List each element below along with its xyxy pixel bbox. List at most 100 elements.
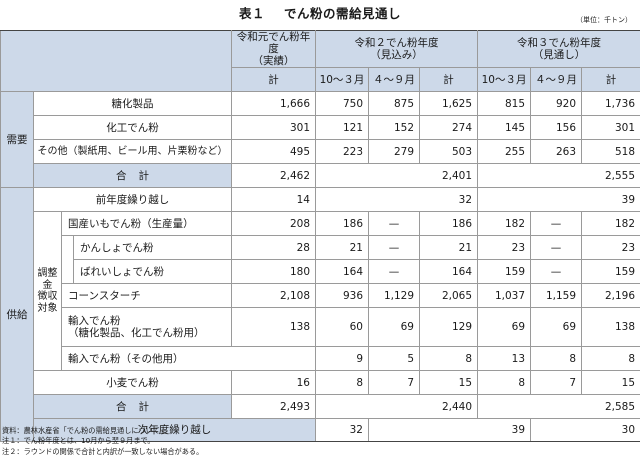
- cell: 5: [368, 346, 420, 372]
- row-label-next-carry: 次年度繰り越し: [33, 418, 316, 443]
- cell: 186: [315, 211, 369, 237]
- cell: 182: [477, 211, 532, 237]
- cell: 1,159: [530, 283, 583, 309]
- row-label-demand-total: 合計: [33, 163, 232, 189]
- row-label-supply-total: 合計: [33, 394, 232, 420]
- cell: 8: [315, 370, 369, 396]
- header-corner: [0, 29, 232, 93]
- cell: 301: [231, 115, 316, 141]
- cell: —: [530, 211, 583, 237]
- cell: 7: [530, 370, 583, 396]
- cell: 920: [530, 91, 583, 117]
- cell: 145: [477, 115, 532, 141]
- cell: 156: [530, 115, 583, 141]
- cell: 208: [231, 211, 316, 237]
- cell: 1,736: [581, 91, 640, 117]
- section-chousei: 調整金 徴収 対象: [33, 211, 62, 372]
- cell: 279: [368, 139, 420, 165]
- cell: 7: [368, 370, 420, 396]
- row-label-kako: 化工でん粉: [33, 115, 232, 141]
- cell: 159: [581, 259, 640, 285]
- header-reiwa1: 令和元でん粉年度 （実績）: [231, 29, 316, 69]
- header-r3-h1: 10～３月: [477, 67, 532, 93]
- cell: 69: [530, 307, 583, 348]
- cell: 39: [477, 187, 640, 213]
- cell: 1,666: [231, 91, 316, 117]
- table-title: 表１ でん粉の需給見通し: [0, 3, 640, 22]
- row-label-domestic: 国産いもでん粉（生産量）: [61, 211, 232, 237]
- cell: 164: [418, 259, 479, 285]
- cell: 274: [418, 115, 479, 141]
- header-r3-total: 計: [581, 67, 640, 93]
- cell: 255: [477, 139, 532, 165]
- unit-label: （単位：千トン）: [576, 16, 632, 24]
- cell: 180: [231, 259, 316, 285]
- header-r3-h2: ４～９月: [530, 67, 583, 93]
- cell: 2,493: [231, 394, 316, 420]
- table-title-text: でん粉の需給見通し: [284, 6, 402, 21]
- row-label-kansho: かんしょでん粉: [73, 235, 232, 261]
- header-r2-h2: ４～９月: [368, 67, 420, 93]
- header-reiwa3: 令和３でん粉年度 （見通し）: [477, 29, 640, 69]
- footnotes: 資料：農林水産省「でん粉の需給見通しについて」 注１：でん粉年度とは、10月から…: [2, 426, 203, 457]
- cell: 182: [581, 211, 640, 237]
- cell: 503: [418, 139, 479, 165]
- cell: 936: [315, 283, 369, 309]
- cell: 138: [581, 307, 640, 348]
- cell: 2,108: [231, 283, 316, 309]
- row-label-bareisho: ばれいしょでん粉: [73, 259, 232, 285]
- row-label-toka: 糖化製品: [33, 91, 232, 117]
- row-label-import-toka: 輸入でん粉 （糖化製品、化工でん粉用）: [61, 307, 232, 348]
- cell: 186: [418, 211, 479, 237]
- cell: —: [368, 259, 420, 285]
- cell: 495: [231, 139, 316, 165]
- row-label-wheat: 小麦でん粉: [33, 370, 232, 396]
- cell: 32: [315, 418, 369, 443]
- cell: 60: [315, 307, 369, 348]
- cell: 9: [315, 346, 369, 372]
- cell: 8: [477, 370, 532, 396]
- header-reiwa2: 令和２でん粉年度 （見込み）: [314, 29, 479, 69]
- cell: —: [530, 235, 583, 261]
- note-2: 注２：ラウンドの関係で合計と内訳が一致しない場合がある。: [2, 446, 204, 456]
- cell: 301: [581, 115, 640, 141]
- cell: 1,129: [368, 283, 420, 309]
- cell: 2,440: [314, 394, 479, 420]
- cell: 875: [368, 91, 420, 117]
- cell: 2,585: [477, 394, 640, 420]
- cell: 138: [231, 307, 316, 348]
- cell: 15: [418, 370, 479, 396]
- cell: 23: [477, 235, 532, 261]
- cell: 2,401: [314, 163, 479, 189]
- cell: 121: [315, 115, 369, 141]
- cell: 8: [581, 346, 640, 372]
- cell: 8: [530, 346, 583, 372]
- cell: 2,555: [477, 163, 640, 189]
- cell: 2,065: [418, 283, 479, 309]
- row-label-import-other-cell: 輸入でん粉（その他用）: [61, 346, 316, 372]
- note-source: 資料：農林水産省「でん粉の需給見通しについて」: [2, 426, 168, 435]
- cell: 152: [368, 115, 420, 141]
- table-number: 表１: [238, 6, 265, 21]
- cell: 39: [367, 418, 532, 443]
- cell: 30: [530, 418, 640, 443]
- row-label-sonota: その他（製紙用、ビール用、片栗粉など）: [33, 139, 232, 165]
- cell: 13: [477, 346, 532, 372]
- cell: 518: [581, 139, 640, 165]
- header-r1-total: 計: [231, 67, 316, 93]
- cell: 263: [530, 139, 583, 165]
- cell: —: [368, 235, 420, 261]
- cell: 164: [315, 259, 369, 285]
- cell: —: [530, 259, 583, 285]
- cell: 8: [418, 346, 479, 372]
- cell: 23: [581, 235, 640, 261]
- cell: 21: [315, 235, 369, 261]
- cell: 69: [368, 307, 420, 348]
- cell: 159: [477, 259, 532, 285]
- supply-demand-table: 令和元でん粉年度 （実績） 令和２でん粉年度 （見込み） 令和３でん粉年度 （見…: [0, 29, 640, 443]
- indent-spacer: [61, 235, 74, 285]
- cell: 129: [418, 307, 479, 348]
- header-r2-h1: 10～３月: [315, 67, 369, 93]
- cell: 750: [315, 91, 369, 117]
- section-demand: 需要: [0, 91, 34, 189]
